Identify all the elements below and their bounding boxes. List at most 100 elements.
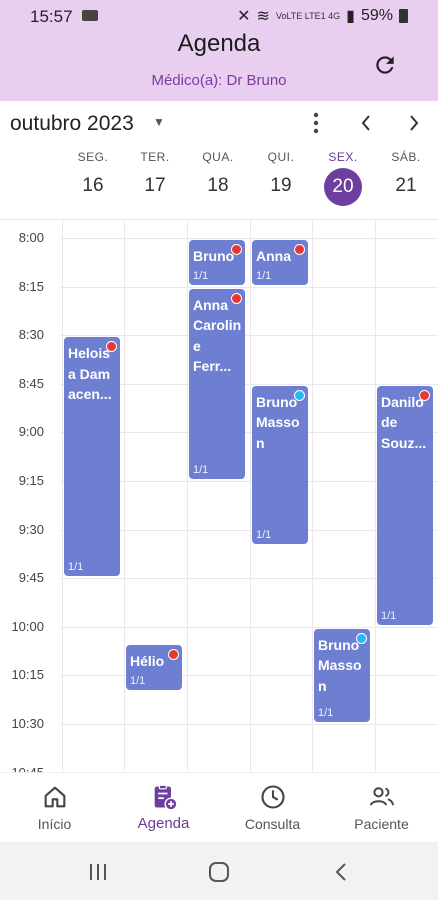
time-label: 9:00	[18, 424, 44, 440]
grid-row-line	[60, 481, 438, 482]
status-dot	[106, 341, 117, 353]
system-navigation-bar	[0, 842, 438, 900]
grid-column-line	[124, 220, 125, 772]
appointment-count: 1/1	[256, 269, 272, 282]
day-header[interactable]: SEG. 16	[62, 150, 124, 197]
status-time: 15:57	[30, 7, 73, 26]
nav-label-consulta: Consulta	[244, 816, 301, 832]
day-name: TER.	[140, 150, 170, 164]
time-label: 10:15	[11, 667, 44, 683]
appointment-card[interactable]: Danilo de Souz... 1/1	[377, 385, 433, 625]
appointment-card[interactable]: Hélio 1/1	[126, 645, 182, 690]
nav-label-paciente: Paciente	[354, 816, 409, 832]
grid-row-line	[60, 432, 438, 434]
grid-column-line	[187, 220, 188, 772]
month-selector[interactable]: outubro 2023	[10, 112, 134, 135]
time-label: 8:30	[18, 327, 44, 343]
appointment-patient-name: Hélio	[130, 653, 165, 669]
status-dot	[419, 389, 430, 401]
day-header[interactable]: SÁB. 21	[375, 150, 437, 197]
doctor-subtitle: Médico(a): Dr Bruno	[151, 72, 287, 89]
status-dot	[294, 389, 305, 401]
appointment-count: 1/1	[193, 269, 209, 282]
time-label: 8:00	[18, 230, 44, 245]
appointment-card[interactable]: Bruno Masso n 1/1	[314, 628, 370, 722]
mute-icon: ✕	[237, 8, 251, 25]
day-number: 18	[207, 175, 229, 196]
chevron-left-icon[interactable]	[354, 110, 378, 136]
time-label: 10:45	[4, 765, 44, 772]
more-vert-icon[interactable]	[306, 110, 326, 136]
appointment-patient-name: Anna	[256, 248, 291, 264]
appointment-card[interactable]: Bruno Masso n 1/1	[252, 385, 308, 544]
appointment-patient-name: Bruno Masso n	[256, 393, 300, 451]
grid-column-line	[375, 220, 376, 772]
appointment-patient-name: Anna Carolin e Ferr...	[193, 296, 242, 375]
grid-row-line	[60, 578, 438, 580]
day-number: 17	[144, 175, 166, 196]
day-number: 19	[270, 175, 292, 196]
calendar-add-icon	[154, 784, 178, 811]
page-title: Agenda	[177, 30, 261, 57]
status-icons: ✕ ≋ VoLTE LTE1 4G ▮ 59%	[237, 6, 408, 26]
refresh-icon[interactable]	[372, 52, 398, 78]
status-dot	[294, 244, 305, 255]
day-name: SEG.	[77, 150, 109, 164]
appointment-card[interactable]: Anna 1/1	[252, 240, 308, 285]
notification-icon	[82, 10, 98, 21]
back-icon[interactable]	[328, 860, 356, 884]
appointment-card[interactable]: Helois a Dam acen... 1/1	[64, 337, 120, 577]
appointment-card[interactable]: Bruno 1/1	[189, 240, 245, 285]
day-header[interactable]: QUA. 18	[187, 150, 249, 197]
nav-agenda[interactable]: Agenda	[109, 773, 218, 843]
day-header[interactable]: TER. 17	[124, 150, 186, 197]
day-name: SEX.	[328, 150, 358, 164]
grid-row-line	[60, 675, 438, 677]
appointment-count: 1/1	[381, 609, 397, 622]
time-label: 9:30	[18, 521, 44, 537]
appointment-patient-name: Danilo de Souz...	[381, 393, 427, 451]
day-header[interactable]: QUI. 19	[250, 150, 312, 197]
wifi-icon: ≋	[256, 8, 270, 25]
time-label: 9:15	[18, 473, 44, 488]
nav-inicio[interactable]: Início	[0, 773, 109, 843]
appointment-count: 1/1	[256, 528, 272, 541]
chevron-right-icon[interactable]	[402, 110, 426, 136]
grid-column-line	[250, 220, 251, 772]
grid-row-line	[60, 529, 438, 531]
battery-icon	[399, 9, 408, 23]
signal-icon: ▮	[346, 8, 355, 25]
time-label: 10:30	[11, 716, 44, 731]
appointment-count: 1/1	[193, 463, 209, 476]
clock-icon	[261, 785, 285, 809]
day-name: QUI.	[267, 150, 295, 164]
grid-column-line	[312, 220, 313, 772]
appointment-card[interactable]: Anna Carolin e Ferr... 1/1	[189, 288, 245, 479]
time-label: 10:00	[11, 618, 44, 634]
home-button-icon[interactable]	[205, 860, 233, 884]
grid-row-line	[60, 724, 438, 725]
grid-row-line	[60, 238, 438, 239]
status-dot	[231, 244, 242, 255]
nav-consulta[interactable]: Consulta	[218, 773, 327, 843]
people-icon	[369, 787, 395, 806]
today-date-badge: 20	[324, 168, 362, 206]
appointment-patient-name: Helois a Dam acen...	[68, 345, 112, 403]
grid-column-line	[62, 220, 63, 772]
schedule-grid[interactable]: 8:00 8:15 8:30 8:45 9:00 9:15 9:30 9:45 10:00 10:…	[0, 220, 438, 772]
bottom-navigation: Início Agenda Consulta Paciente	[0, 772, 438, 842]
appointment-count: 1/1	[130, 674, 146, 687]
app-header: 15:57 ✕ ≋ VoLTE LTE1 4G ▮ 59% Agenda Méd…	[0, 0, 438, 101]
status-dot	[231, 292, 242, 304]
nav-paciente[interactable]: Paciente	[327, 773, 436, 843]
caret-down-icon[interactable]: ▼	[153, 115, 165, 129]
status-dot	[168, 649, 179, 660]
network-label: VoLTE LTE1 4G	[275, 11, 341, 21]
day-name: SÁB.	[391, 150, 421, 164]
day-header[interactable]: SEX. 20	[312, 150, 374, 206]
day-number: 21	[395, 175, 417, 196]
header-divider	[0, 219, 438, 220]
appointment-patient-name: Bruno Masso n	[318, 636, 362, 694]
recent-apps-icon[interactable]	[84, 860, 112, 884]
nav-label-inicio: Início	[37, 816, 72, 832]
